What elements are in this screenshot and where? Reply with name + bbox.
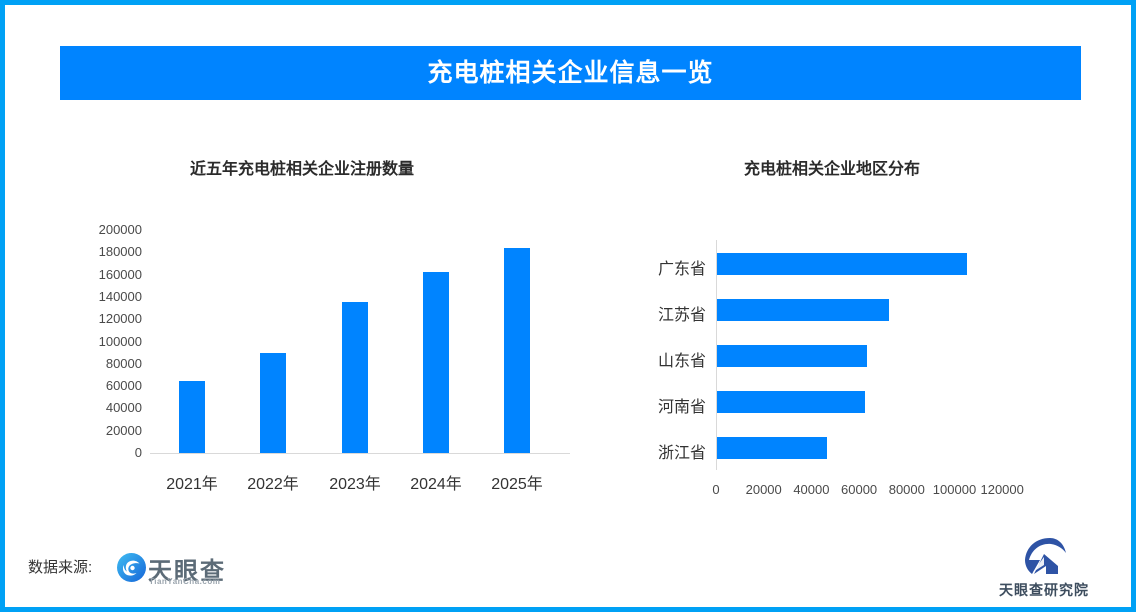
y-axis-category-label: 河南省 [657,399,706,416]
y-axis-tick-label: 140000 [98,288,142,304]
left-chart-title: 近五年充电桩相关企业注册数量 [189,161,414,178]
bar-2024年 [423,272,449,453]
x-axis-tick-label: 80000 [888,482,925,497]
y-axis-tick-label: 60000 [105,378,142,394]
y-axis-tick-label: 80000 [105,355,142,371]
page-title-banner: 充电桩相关企业信息一览 [60,46,1081,100]
x-axis-category-label: 2021年 [166,476,218,493]
bar-河南省 [717,391,865,413]
institute-wordmark: 天眼查研究院 [999,582,1089,598]
y-axis-line [716,240,717,470]
bar-2023年 [342,302,368,453]
y-axis-category-label: 广东省 [657,261,706,278]
tianyancha-domain: TianYanCha.com [149,577,221,586]
y-axis-tick-label: 100000 [98,333,142,349]
y-axis-tick-label: 180000 [98,244,142,260]
x-axis-tick-label: 60000 [841,482,878,497]
tianyancha-eye-icon [117,553,146,582]
tianyancha-institute-icon [1025,538,1066,574]
y-axis-category-label: 山东省 [657,353,706,370]
y-axis-category-label: 浙江省 [657,445,706,462]
tianyancha-wordmark: 天眼查 [148,558,226,585]
x-axis-line [150,453,570,454]
y-axis-tick-label: 40000 [105,400,142,416]
y-axis-tick-label: 120000 [98,311,142,327]
bar-2025年 [504,247,530,453]
bar-山东省 [717,345,868,367]
x-axis-tick-label: 100000 [932,482,977,497]
x-axis-category-label: 2022年 [247,476,299,493]
y-axis-tick-label: 160000 [98,266,142,282]
x-axis-category-label: 2024年 [410,476,462,493]
bar-2022年 [260,352,286,453]
x-axis-category-label: 2023年 [329,476,381,493]
bar-江苏省 [717,299,889,321]
bar-2021年 [179,380,205,453]
page-title: 充电桩相关企业信息一览 [427,59,714,87]
y-axis-tick-label: 0 [134,445,142,460]
data-source-label: 数据来源: [28,559,93,576]
x-axis-tick-label: 0 [712,482,720,497]
x-axis-category-label: 2025年 [491,476,543,493]
right-chart-title: 充电桩相关企业地区分布 [743,161,920,178]
y-axis-tick-label: 200000 [98,222,142,237]
y-axis-category-label: 江苏省 [657,307,706,324]
x-axis-tick-label: 120000 [980,482,1024,497]
bar-广东省 [717,253,968,275]
y-axis-tick-label: 20000 [105,422,142,438]
x-axis-tick-label: 40000 [793,482,830,497]
x-axis-tick-label: 20000 [745,482,782,497]
bar-浙江省 [717,437,827,459]
